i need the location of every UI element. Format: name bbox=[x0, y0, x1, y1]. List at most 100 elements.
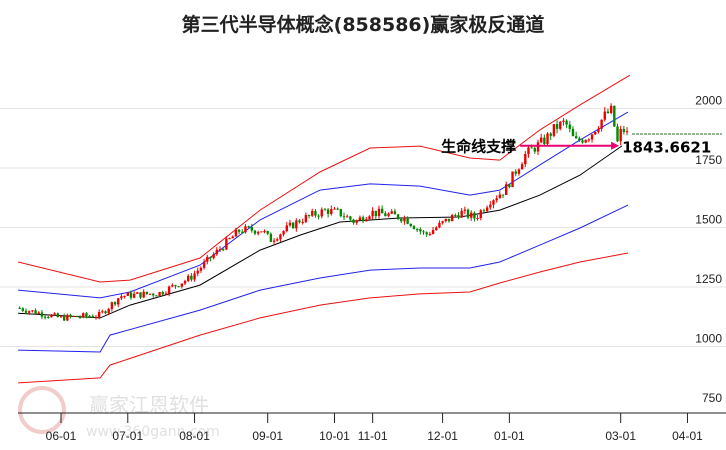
candle-down bbox=[415, 229, 419, 231]
candle-down bbox=[361, 217, 365, 222]
candle-down bbox=[298, 220, 301, 223]
candle-down bbox=[18, 307, 21, 309]
candle-down bbox=[616, 126, 619, 142]
candle-up bbox=[94, 316, 98, 318]
y-tick-label: 750 bbox=[702, 391, 722, 405]
candle-up bbox=[107, 308, 110, 314]
x-tick-label: 12-01 bbox=[427, 429, 458, 443]
candle-down bbox=[247, 226, 250, 228]
y-tick-label: 1500 bbox=[695, 213, 722, 227]
candle-up bbox=[584, 140, 587, 143]
candle-up bbox=[132, 293, 136, 298]
candle-up bbox=[53, 313, 56, 315]
candle-down bbox=[62, 316, 66, 321]
candle-down bbox=[349, 216, 352, 220]
candle-up bbox=[489, 204, 492, 208]
candle-up bbox=[183, 280, 187, 284]
candle-up bbox=[279, 234, 282, 240]
candle-up bbox=[619, 128, 622, 142]
candle-down bbox=[88, 316, 91, 318]
watermark-seal-icon bbox=[18, 386, 66, 434]
candle-down bbox=[34, 310, 37, 314]
band-lifeline bbox=[18, 145, 623, 319]
candle-down bbox=[155, 295, 158, 297]
candle-up bbox=[142, 291, 145, 298]
candle-down bbox=[473, 212, 476, 219]
candle-down bbox=[21, 308, 25, 311]
candle-down bbox=[374, 210, 378, 217]
candle-up bbox=[609, 105, 613, 114]
candle-up bbox=[495, 198, 498, 201]
candle-down bbox=[578, 138, 581, 141]
candle-up bbox=[428, 234, 432, 236]
candle-up bbox=[206, 256, 209, 262]
band-upper-blue bbox=[18, 111, 629, 299]
candle-down bbox=[253, 230, 257, 234]
band-lower-blue bbox=[18, 204, 629, 353]
candle-down bbox=[161, 292, 164, 295]
candle-up bbox=[505, 184, 508, 196]
candle-up bbox=[517, 169, 521, 174]
candle-down bbox=[482, 210, 486, 212]
candle-down bbox=[393, 211, 397, 215]
candle-up bbox=[368, 216, 371, 220]
candle-down bbox=[323, 209, 327, 211]
candle-up bbox=[371, 210, 374, 217]
candle-up bbox=[435, 227, 438, 231]
candle-up bbox=[167, 286, 171, 294]
candle-down bbox=[69, 314, 72, 317]
candle-down bbox=[384, 213, 387, 217]
candle-up bbox=[597, 128, 600, 133]
candle-up bbox=[311, 211, 314, 216]
candle-up bbox=[387, 213, 390, 217]
candle-up bbox=[365, 219, 368, 222]
candle-up bbox=[31, 310, 34, 312]
candle-down bbox=[336, 208, 339, 210]
candle-down bbox=[174, 285, 177, 287]
band-upper-red bbox=[17, 74, 631, 283]
candle-down bbox=[339, 209, 343, 217]
candle-up bbox=[196, 270, 199, 274]
candle-up bbox=[256, 232, 260, 234]
candle-down bbox=[291, 222, 295, 229]
candle-up bbox=[117, 298, 120, 305]
candle-up bbox=[218, 249, 222, 251]
candle-up bbox=[272, 240, 276, 242]
candle-down bbox=[209, 256, 212, 259]
candle-up bbox=[539, 137, 543, 143]
support-label: 生命线支撑 bbox=[441, 138, 516, 156]
candle-down bbox=[533, 148, 537, 152]
candle-down bbox=[501, 194, 505, 196]
candle-up bbox=[444, 218, 447, 222]
candle-up bbox=[148, 293, 152, 295]
watermark-url: www.360gann.com bbox=[86, 424, 220, 440]
candle-up bbox=[562, 120, 565, 122]
candle-down bbox=[47, 316, 50, 318]
candle-up bbox=[28, 311, 31, 313]
candle-up bbox=[511, 171, 514, 188]
candle-down bbox=[85, 313, 88, 317]
chart-title: 第三代半导体概念(858586)赢家极反通道 bbox=[181, 14, 545, 36]
candle-up bbox=[431, 230, 435, 235]
candle-up bbox=[390, 211, 393, 214]
candle-up bbox=[333, 208, 336, 210]
y-tick-label: 1250 bbox=[695, 272, 722, 286]
candle-up bbox=[498, 194, 502, 199]
candle-up bbox=[536, 142, 540, 152]
candle-up bbox=[546, 133, 549, 144]
candle-up bbox=[559, 121, 562, 129]
candle-down bbox=[571, 128, 575, 137]
candle-down bbox=[412, 226, 416, 230]
candle-down bbox=[613, 105, 616, 127]
candle-up bbox=[320, 209, 323, 217]
candle-up bbox=[377, 208, 381, 217]
x-tick-label: 04-01 bbox=[672, 429, 703, 443]
candle-up bbox=[101, 311, 104, 313]
candle-up bbox=[66, 314, 69, 321]
candle-up bbox=[212, 254, 215, 259]
candle-up bbox=[358, 217, 362, 221]
candle-down bbox=[266, 231, 269, 234]
candle-up bbox=[276, 239, 279, 241]
candle-up bbox=[346, 216, 349, 218]
